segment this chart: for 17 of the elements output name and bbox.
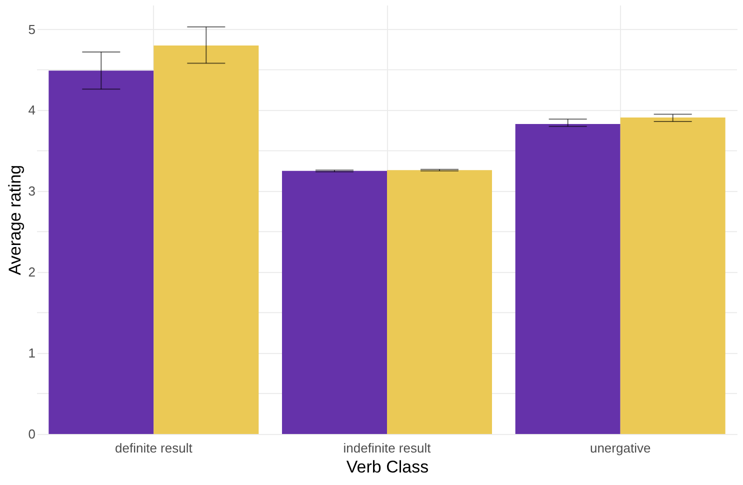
x-axis-title: Verb Class xyxy=(346,458,429,476)
y-tick-label: 5 xyxy=(28,22,36,37)
x-tick-label: indefinite result xyxy=(343,440,432,456)
y-tick-label: 2 xyxy=(28,264,36,280)
bar xyxy=(154,45,259,434)
y-tick-label: 1 xyxy=(28,346,36,361)
bar xyxy=(387,170,492,434)
y-tick-label: 0 xyxy=(28,426,36,442)
bar xyxy=(282,170,387,434)
bar xyxy=(48,70,154,434)
y-tick-label: 4 xyxy=(28,102,36,118)
bar xyxy=(515,124,620,434)
x-tick-label: definite result xyxy=(115,440,193,456)
bar xyxy=(620,118,726,434)
x-tick-label: unergative xyxy=(590,440,651,456)
y-axis-title: Average rating xyxy=(5,164,24,276)
y-tick-label: 3 xyxy=(28,184,36,199)
